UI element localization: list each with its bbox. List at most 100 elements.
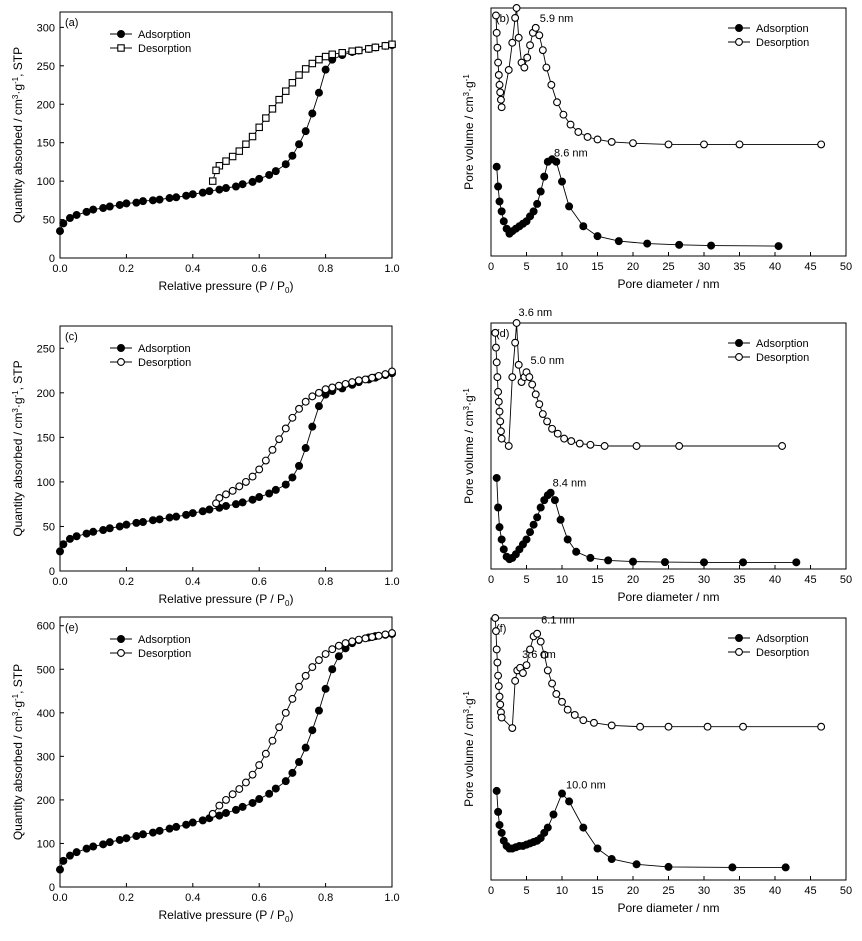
data-point — [529, 520, 538, 529]
data-point — [560, 434, 569, 443]
data-point — [205, 187, 214, 196]
y-tick-label: 150 — [37, 432, 55, 444]
data-point — [271, 167, 280, 176]
series-adsorption — [492, 473, 801, 567]
x-tick-label: 0.6 — [252, 576, 267, 588]
x-tick-label: 45 — [804, 885, 816, 897]
plot-frame — [59, 11, 393, 259]
x-tick-label: 20 — [627, 574, 639, 586]
data-point — [265, 489, 274, 498]
legend-marker — [735, 648, 743, 656]
data-point — [492, 786, 501, 795]
panel-label: (a) — [65, 17, 78, 29]
x-tick-label: 50 — [840, 261, 852, 273]
y-tick-label: 100 — [37, 176, 55, 188]
data-point — [607, 721, 616, 730]
data-point — [148, 828, 157, 837]
data-point — [182, 820, 191, 829]
data-point — [248, 472, 257, 481]
data-point — [89, 205, 98, 214]
data-point — [282, 87, 290, 95]
data-point — [215, 811, 224, 820]
data-point — [497, 713, 506, 722]
data-point — [550, 496, 559, 505]
data-point — [321, 650, 330, 658]
data-point — [492, 358, 501, 367]
data-point — [72, 210, 81, 219]
data-point — [59, 540, 68, 549]
data-point — [328, 665, 337, 674]
data-point — [607, 855, 616, 864]
data-point — [182, 510, 191, 519]
y-tick-label: 400 — [37, 708, 55, 720]
data-point — [536, 187, 545, 196]
x-tick-label: 0.0 — [52, 892, 67, 904]
data-point — [155, 195, 164, 204]
data-point — [188, 190, 197, 199]
data-point — [533, 629, 542, 638]
data-point — [248, 798, 257, 807]
data-point — [155, 515, 164, 524]
data-point — [321, 385, 330, 394]
x-tick-label: 1.0 — [384, 576, 399, 588]
panel-label: (e) — [65, 622, 78, 634]
y-axis-label: Quantity absorbed / cm3·g-1, STP — [11, 664, 25, 840]
data-point — [547, 80, 556, 89]
peak-annotation: 8.6 nm — [554, 147, 588, 159]
chart-panel-c: 0.0 0.2 0.4 0.6 0.8 1.0 0 50 100 150 200 250 Relativ… — [11, 325, 400, 608]
data-point — [632, 860, 641, 869]
data-point — [636, 722, 645, 731]
data-point — [295, 758, 304, 767]
x-tick-label: 45 — [804, 574, 816, 586]
data-point — [301, 743, 310, 752]
data-point — [281, 480, 290, 489]
data-point — [548, 679, 557, 688]
data-point — [664, 862, 673, 871]
data-point — [355, 46, 363, 55]
data-point — [600, 442, 609, 450]
legend: Adsorption Desorption — [728, 633, 809, 659]
legend-label: Adsorption — [138, 29, 191, 41]
x-tick-label: 50 — [840, 885, 852, 897]
data-point — [494, 71, 503, 79]
series-line — [59, 633, 393, 870]
x-tick-label: 1.0 — [384, 892, 399, 904]
data-point — [531, 390, 540, 399]
data-point — [563, 705, 572, 714]
data-point — [497, 207, 506, 216]
y-tick-label: 250 — [37, 61, 55, 73]
data-point — [495, 80, 504, 89]
data-point — [629, 139, 637, 148]
x-tick-label: 35 — [733, 885, 745, 897]
data-point — [348, 637, 357, 646]
data-point — [301, 444, 310, 453]
data-point — [526, 41, 534, 50]
data-point — [288, 413, 297, 422]
data-point — [295, 682, 303, 691]
x-tick-label: 20 — [627, 261, 639, 273]
data-point — [308, 663, 317, 672]
data-point — [334, 381, 343, 390]
legend-label: Adsorption — [756, 23, 809, 35]
chart-panel-b: 0 5 10 15 20 25 30 35 40 45 50 Pore diameter / nm Po… — [462, 0, 852, 291]
data-point — [72, 848, 81, 857]
data-point — [660, 558, 669, 567]
data-point — [228, 486, 237, 495]
data-point — [56, 865, 65, 874]
data-point — [255, 123, 263, 132]
chart-panel-e: 0.0 0.2 0.4 0.6 0.8 1.0 0 100 200 300 400 500 600 Rel… — [11, 616, 400, 924]
data-point — [526, 645, 534, 654]
data-point — [504, 442, 513, 450]
data-point — [543, 823, 552, 832]
legend-label: Adsorption — [756, 338, 809, 350]
data-point — [82, 844, 91, 853]
data-point — [334, 652, 343, 661]
data-point — [268, 736, 277, 745]
data-point — [522, 661, 531, 670]
y-tick-label: 50 — [43, 521, 55, 533]
data-point — [593, 135, 602, 144]
data-point — [89, 527, 98, 536]
data-point — [165, 513, 174, 522]
data-point — [549, 810, 558, 819]
